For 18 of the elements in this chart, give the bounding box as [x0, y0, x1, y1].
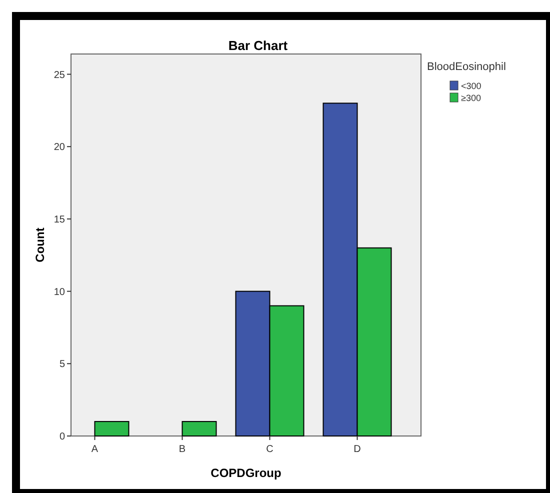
- y-tick-label: 15: [54, 214, 66, 226]
- x-tick-label: B: [178, 444, 186, 455]
- bar: [94, 421, 130, 436]
- legend-label: <300: [461, 81, 482, 91]
- x-tick-label: C: [266, 444, 274, 455]
- x-tick-label: A: [91, 444, 98, 455]
- legend-label: ≥300: [461, 93, 481, 103]
- y-tick-label: 0: [59, 432, 66, 442]
- y-tick-label: 20: [54, 142, 66, 154]
- chart-title: Bar Chart: [228, 38, 288, 53]
- y-tick-label: 5: [59, 359, 66, 370]
- bar: [182, 421, 217, 436]
- y-axis-title: Count: [33, 228, 47, 262]
- x-axis-title: COPDGroup: [210, 466, 282, 480]
- x-tick-label: D: [354, 444, 361, 455]
- y-tick-label: 25: [54, 70, 66, 81]
- legend-title: BloodEosinophil: [427, 61, 506, 73]
- y-tick-label: 10: [54, 286, 66, 298]
